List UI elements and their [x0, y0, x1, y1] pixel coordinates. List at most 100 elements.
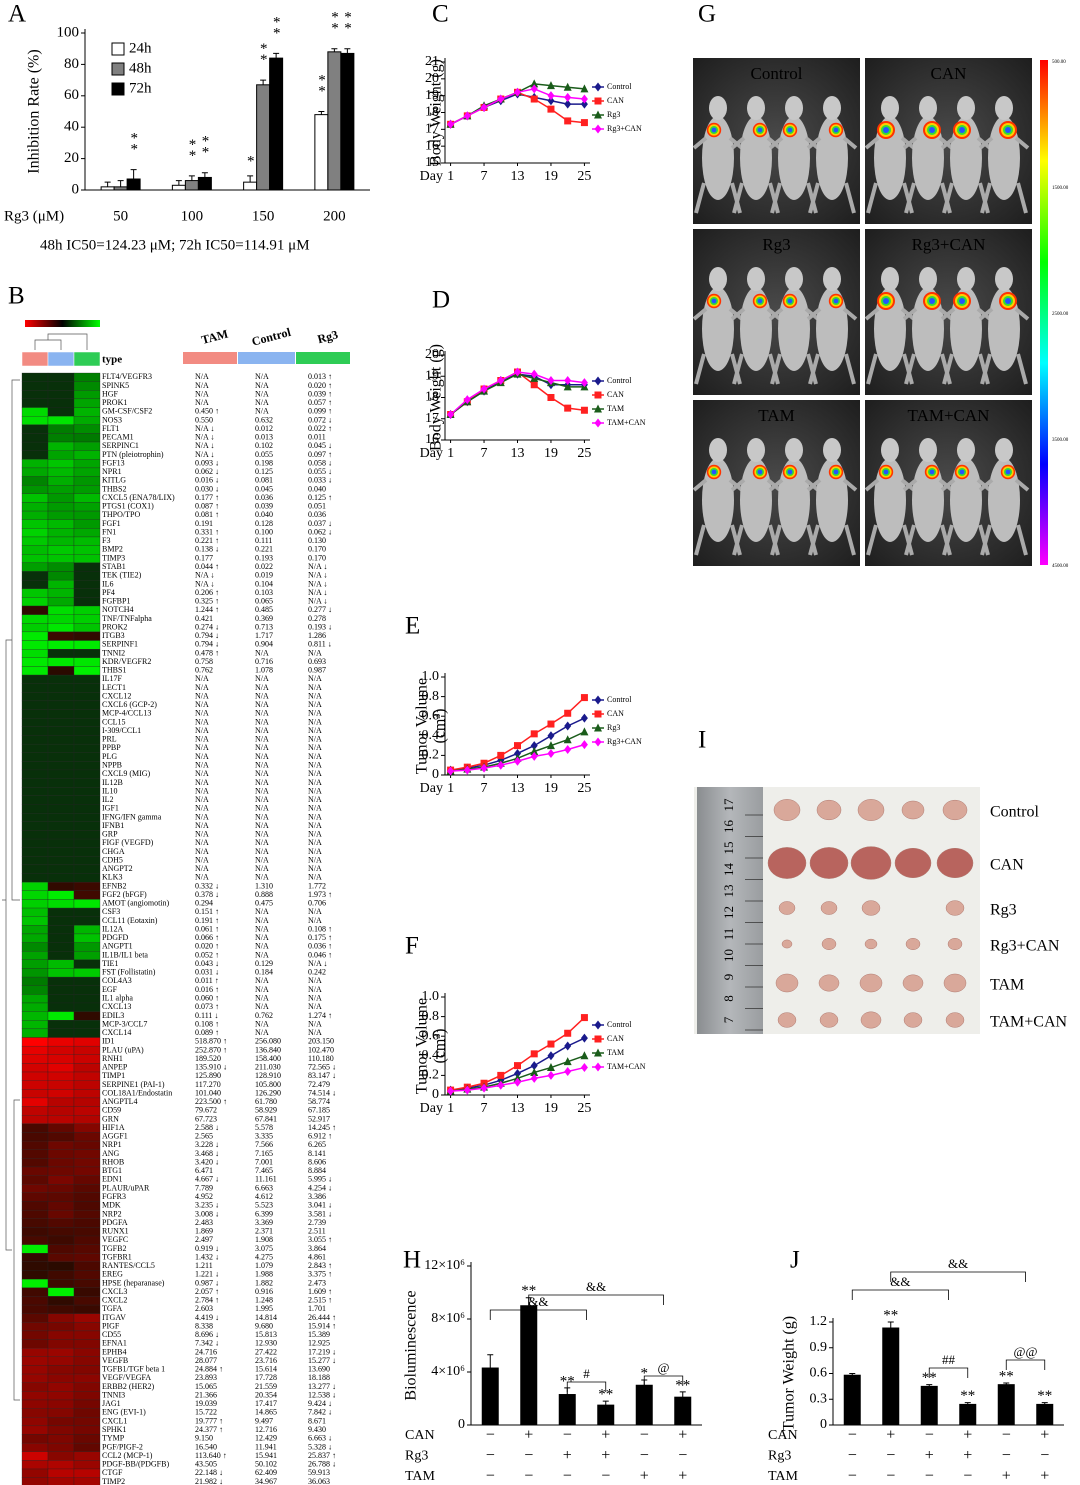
heatmap-cell: [73, 510, 101, 520]
mouse-body: [702, 458, 734, 542]
expression-value: 14.245 ↑: [308, 1123, 336, 1132]
heatmap-cell: [21, 864, 49, 874]
heatmap-cell: [47, 433, 75, 443]
marker: [514, 1077, 521, 1087]
expression-value: 3.468 ↓: [195, 1149, 219, 1158]
heatmap-cell: [47, 1011, 75, 1021]
heatmap-cell: [21, 1097, 49, 1107]
expression-value: 9.150: [195, 1434, 213, 1443]
gene-name: FLT1: [102, 424, 120, 433]
heatmap-cell: [21, 666, 49, 676]
gene-name: PGF/PIGF-2: [102, 1442, 143, 1451]
expression-value: 1.248: [255, 1296, 273, 1305]
expression-value: 13.690: [308, 1365, 330, 1374]
gene-name: CXCL1: [102, 1416, 127, 1425]
gene-name: MDK: [102, 1201, 121, 1210]
heatmap-cell: [47, 1063, 75, 1073]
heatmap-cell: [21, 605, 49, 615]
bar: [558, 1394, 576, 1426]
heatmap-cell: [73, 959, 101, 969]
heatmap-cell: [47, 907, 75, 917]
gene-name: NRP1: [102, 1140, 122, 1149]
legend-label: Control: [607, 1020, 632, 1029]
marker: [564, 1066, 572, 1076]
column-header-swatch: [21, 351, 49, 367]
expression-value: 3.420 ↓: [195, 1157, 219, 1166]
expression-value: 72.479: [308, 1080, 330, 1089]
heatmap-cell: [47, 1330, 75, 1340]
gene-name: CCL15: [102, 717, 126, 726]
tumor: [781, 939, 793, 949]
error-bar: [175, 180, 182, 186]
heatmap-cell: [47, 1339, 75, 1349]
heatmap-cell: [21, 968, 49, 978]
expression-value: N/A: [255, 691, 269, 700]
expression-value: 0.177: [195, 553, 213, 562]
heatmap-cell: [21, 821, 49, 831]
gene-name: SERPINC1: [102, 441, 139, 450]
tumor: [777, 1012, 797, 1028]
heatmap-cell: [21, 1054, 49, 1064]
expression-value: N/A: [308, 821, 322, 830]
expression-value: 1.988: [255, 1270, 273, 1279]
expression-value: 126.290: [255, 1088, 281, 1097]
gene-name: ANPEP: [102, 1063, 128, 1072]
expression-value: 0.369: [255, 614, 273, 623]
error-bar: [344, 48, 351, 54]
tumor: [861, 900, 881, 916]
marker: [547, 1070, 555, 1080]
heatmap-cell: [47, 588, 75, 598]
y-tick-label: 8×10⁶: [431, 1311, 465, 1326]
heatmap-cell: [73, 666, 101, 676]
heatmap-cell: [21, 674, 49, 684]
heatmap-cell: [21, 433, 49, 443]
gene-name: TIMP1: [102, 1071, 125, 1080]
heatmap-cell: [73, 830, 101, 840]
expression-value: N/A: [195, 735, 209, 744]
heatmap-cell: [21, 778, 49, 788]
heatmap-cell: [73, 424, 101, 434]
expression-value: N/A: [308, 709, 322, 718]
expression-value: 0.758: [195, 657, 213, 666]
marker: [530, 95, 538, 103]
expression-value: N/A ↓: [308, 571, 327, 580]
heatmap-cell: [47, 795, 75, 805]
expression-value: 0.278: [308, 614, 326, 623]
expression-value: 203.150: [308, 1037, 334, 1046]
expression-value: N/A: [308, 830, 322, 839]
expression-value: 8.671: [308, 1416, 326, 1425]
expression-value: N/A: [195, 752, 209, 761]
annotation: @: [658, 1360, 670, 1375]
heatmap-cell: [47, 407, 75, 417]
bar: [520, 1305, 538, 1426]
expression-value: N/A: [308, 786, 322, 795]
legend-marker: [594, 82, 602, 92]
imaging-group-label: Control: [751, 64, 803, 83]
expression-value: 3.335: [255, 1132, 273, 1141]
heatmap-cell: [73, 407, 101, 417]
legend-label: 48h: [129, 60, 152, 76]
y-tick-label: 0: [72, 181, 80, 197]
heatmap-cell: [73, 743, 101, 753]
panel-label: G: [698, 1, 716, 28]
bar: [327, 51, 342, 191]
heatmap-cell: [21, 1192, 49, 1202]
expression-value: N/A: [255, 709, 269, 718]
y-axis-label: (cm³): [432, 709, 449, 744]
signal-spot: [757, 298, 763, 304]
heatmap-cell: [21, 942, 49, 952]
condition-sign: −: [963, 1468, 972, 1485]
expression-value: 1.869: [195, 1227, 213, 1236]
marker: [530, 369, 538, 379]
expression-value: N/A: [255, 916, 269, 925]
gene-name: IL1 alpha: [102, 994, 133, 1003]
panel-label: F: [405, 933, 419, 960]
expression-value: 3.235 ↓: [195, 1201, 219, 1210]
bar: [959, 1403, 977, 1426]
bar: [243, 181, 258, 191]
panel-label: D: [432, 287, 450, 314]
heatmap-cell: [21, 976, 49, 986]
gene-name: SERPINF1: [102, 640, 138, 649]
heatmap-cell: [73, 994, 101, 1004]
marker: [514, 1068, 521, 1078]
